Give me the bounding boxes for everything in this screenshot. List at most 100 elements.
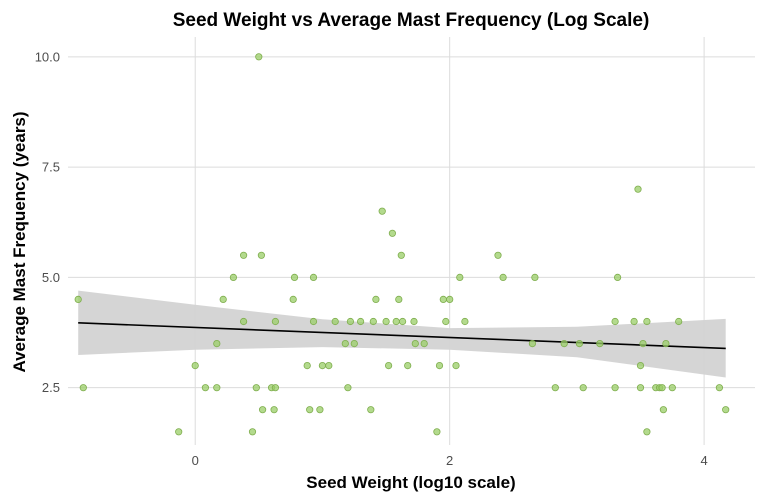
data-point [611,317,619,326]
data-point [201,384,209,392]
data-point [636,384,645,392]
confidence-band-layer [78,290,726,378]
data-point [662,339,670,348]
data-point [613,273,622,281]
y-tick-label: 7.5 [42,160,60,175]
x-axis-title: Seed Weight (log10 scale) [306,473,515,492]
data-point [452,361,460,370]
data-point [442,317,450,326]
data-point [668,384,676,392]
data-point [658,384,666,392]
data-point [382,317,390,326]
data-point [289,295,297,303]
data-point [634,185,642,193]
data-point [309,273,318,281]
data-point [255,53,263,61]
data-point [229,273,237,281]
data-point [494,251,502,259]
data-point [325,361,333,370]
confidence-band [78,290,726,378]
data-point [346,317,354,326]
data-point [79,384,87,392]
data-point [722,406,730,414]
data-point [303,361,311,370]
data-point [367,406,375,414]
data-point [499,273,507,281]
data-point [715,384,724,392]
data-point [252,384,260,392]
data-point [219,295,227,303]
data-point [410,317,418,326]
data-point [369,317,377,326]
data-point [258,406,267,414]
data-point [240,317,248,326]
data-point [248,428,257,436]
y-tick-label: 5.0 [42,270,60,285]
data-point [531,273,539,281]
data-point [643,317,651,326]
data-point [309,317,318,326]
data-point [446,295,454,303]
data-point [356,317,365,326]
data-point [404,361,412,370]
data-point [659,406,668,414]
data-point [331,317,339,326]
data-point [636,361,645,370]
data-point [575,339,584,348]
data-point [257,251,265,259]
data-point [271,384,279,392]
data-point [398,317,407,326]
data-point [213,339,221,348]
data-point [456,273,464,281]
data-point [639,339,647,348]
x-tick-label: 4 [700,453,707,468]
data-point [341,339,349,348]
data-point [270,406,278,414]
data-point [316,406,324,414]
data-point [384,361,393,370]
data-point [74,295,82,303]
data-point [191,361,199,370]
data-point [675,317,683,326]
chart-title: Seed Weight vs Average Mast Frequency (L… [173,10,650,31]
data-point [318,361,326,370]
data-point [560,339,568,348]
points-layer [74,53,730,436]
data-point [397,251,405,259]
y-tick-label: 2.5 [42,380,60,395]
data-point [551,384,559,392]
data-point [240,251,248,259]
data-point [411,339,419,348]
grid [68,37,755,445]
x-tick-labels: 0 2 4 [192,453,708,468]
y-axis-title: Average Mast Frequency (years) [10,111,29,372]
data-point [528,339,537,348]
data-point [643,428,651,436]
data-point [344,384,352,392]
data-point [350,339,358,348]
data-point [433,428,441,436]
data-point [579,384,587,392]
data-point [388,229,396,237]
data-point [213,384,221,392]
data-point [420,339,428,348]
data-point [435,361,444,370]
data-point [175,428,183,436]
y-tick-label: 10.0 [35,49,60,64]
data-point [395,295,403,303]
data-point [271,317,279,326]
trend-line-layer [78,322,726,350]
data-point [306,406,314,414]
data-point [392,317,400,326]
data-point [630,317,638,326]
data-point [596,339,604,348]
data-point [290,273,299,281]
data-point [378,207,386,215]
x-tick-label: 2 [446,453,453,468]
x-tick-label: 0 [192,453,199,468]
data-point [611,384,619,392]
data-point [372,295,380,303]
data-point [439,295,447,303]
data-point [461,317,469,326]
